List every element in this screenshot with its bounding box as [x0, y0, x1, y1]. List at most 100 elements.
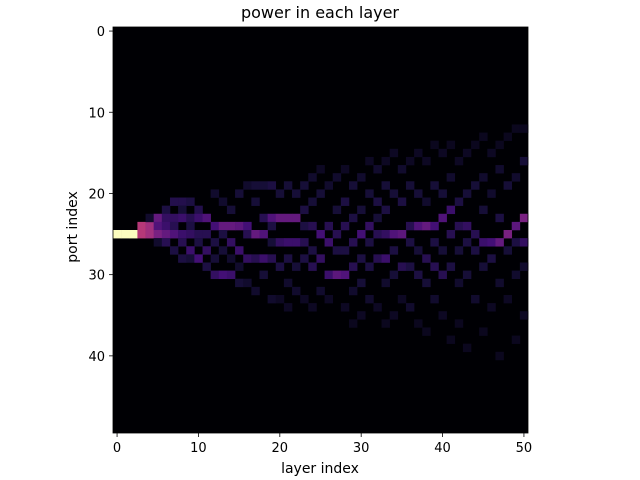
heatmap-cell [276, 214, 284, 222]
x-tick-label: 50 [516, 441, 533, 456]
heatmap-cell [284, 214, 292, 222]
heatmap-cell [365, 189, 373, 197]
heatmap-cell [382, 279, 390, 287]
heatmap-cell [390, 311, 398, 319]
heatmap-cell [170, 198, 178, 206]
heatmap-cell [227, 222, 235, 230]
heatmap-cell [471, 230, 479, 238]
heatmap-cell [438, 189, 446, 197]
heatmap-cell [259, 214, 267, 222]
heatmap-cell [186, 246, 194, 254]
heatmap-cell [512, 124, 520, 132]
heatmap-cell [520, 124, 528, 132]
heatmap-cell [333, 173, 341, 181]
y-tick-label: 10 [88, 106, 105, 121]
heatmap-cell [487, 303, 495, 311]
heatmap-cell [203, 230, 211, 238]
x-axis-label: layer index [281, 461, 359, 477]
heatmap-cell [268, 214, 276, 222]
heatmap-cell [504, 246, 512, 254]
heatmap-cell [219, 271, 227, 279]
heatmap-cell [357, 173, 365, 181]
heatmap-cell [276, 295, 284, 303]
heatmap-cell [259, 230, 267, 238]
heatmap-cell [471, 141, 479, 149]
heatmap-cell [357, 206, 365, 214]
plot-area [113, 27, 528, 433]
heatmap-cell [373, 303, 381, 311]
heatmap-cell [162, 238, 170, 246]
heatmap-cell [235, 222, 243, 230]
heatmap-cell [447, 206, 455, 214]
heatmap-cell [414, 149, 422, 157]
heatmap-cell [194, 238, 202, 246]
heatmap-cell [251, 230, 259, 238]
heatmap-cell [455, 279, 463, 287]
heatmap-cell [178, 198, 186, 206]
heatmap-cell [194, 206, 202, 214]
heatmap-cell [211, 271, 219, 279]
heatmap-cell [113, 230, 121, 238]
heatmap-cell [430, 222, 438, 230]
heatmap-cell [471, 246, 479, 254]
heatmap-cell [382, 206, 390, 214]
heatmap-cell [390, 230, 398, 238]
heatmap-cell [276, 262, 284, 270]
heatmap-cell [137, 222, 145, 230]
heatmap-cell [447, 173, 455, 181]
heatmap-cell [341, 303, 349, 311]
heatmap-cell [479, 238, 487, 246]
heatmap-cell [154, 230, 162, 238]
heatmap-cell [178, 230, 186, 238]
heatmap-cell [154, 238, 162, 246]
heatmap-cell [357, 230, 365, 238]
heatmap-cell [325, 238, 333, 246]
heatmap-cell [365, 238, 373, 246]
heatmap-cell [398, 295, 406, 303]
heatmap-cell [414, 189, 422, 197]
heatmap-cell [251, 287, 259, 295]
heatmap-cell [512, 173, 520, 181]
heatmap-cell [178, 238, 186, 246]
heatmap-cell [219, 198, 227, 206]
heatmap-cell [146, 222, 154, 230]
y-tick-label: 30 [88, 269, 105, 284]
heatmap-cell [422, 157, 430, 165]
heatmap-cell [268, 222, 276, 230]
heatmap-cell [495, 238, 503, 246]
heatmap-cell [504, 133, 512, 141]
heatmap-cell [186, 230, 194, 238]
heatmap-cell [292, 238, 300, 246]
heatmap-cell [357, 311, 365, 319]
heatmap-cell [259, 271, 267, 279]
heatmap-cell [203, 214, 211, 222]
heatmap-cell [341, 222, 349, 230]
heatmap-cell [316, 230, 324, 238]
heatmap-cell [349, 214, 357, 222]
heatmap-cell [495, 352, 503, 360]
heatmap-cell [471, 295, 479, 303]
heatmap-cell [512, 222, 520, 230]
heatmap-cell [471, 181, 479, 189]
heatmap-cell [170, 230, 178, 238]
heatmap-cell [495, 279, 503, 287]
x-tick-label: 40 [434, 441, 451, 456]
heatmap-cell [235, 279, 243, 287]
heatmap-cell [121, 230, 129, 238]
heatmap-cell [227, 206, 235, 214]
heatmap-cell [243, 181, 251, 189]
heatmap-cell [422, 254, 430, 262]
heatmap-cell [316, 189, 324, 197]
heatmap-cell [219, 230, 227, 238]
heatmap-cell [300, 222, 308, 230]
heatmap-cell [455, 222, 463, 230]
x-tick-label: 0 [113, 441, 121, 456]
heatmap-cell [398, 230, 406, 238]
heatmap-cell [495, 141, 503, 149]
heatmap-cell [259, 254, 267, 262]
heatmap-cell [479, 262, 487, 270]
heatmap-cell [390, 246, 398, 254]
heatmap-cell [365, 295, 373, 303]
heatmap-cell [154, 214, 162, 222]
heatmap-cell [349, 238, 357, 246]
